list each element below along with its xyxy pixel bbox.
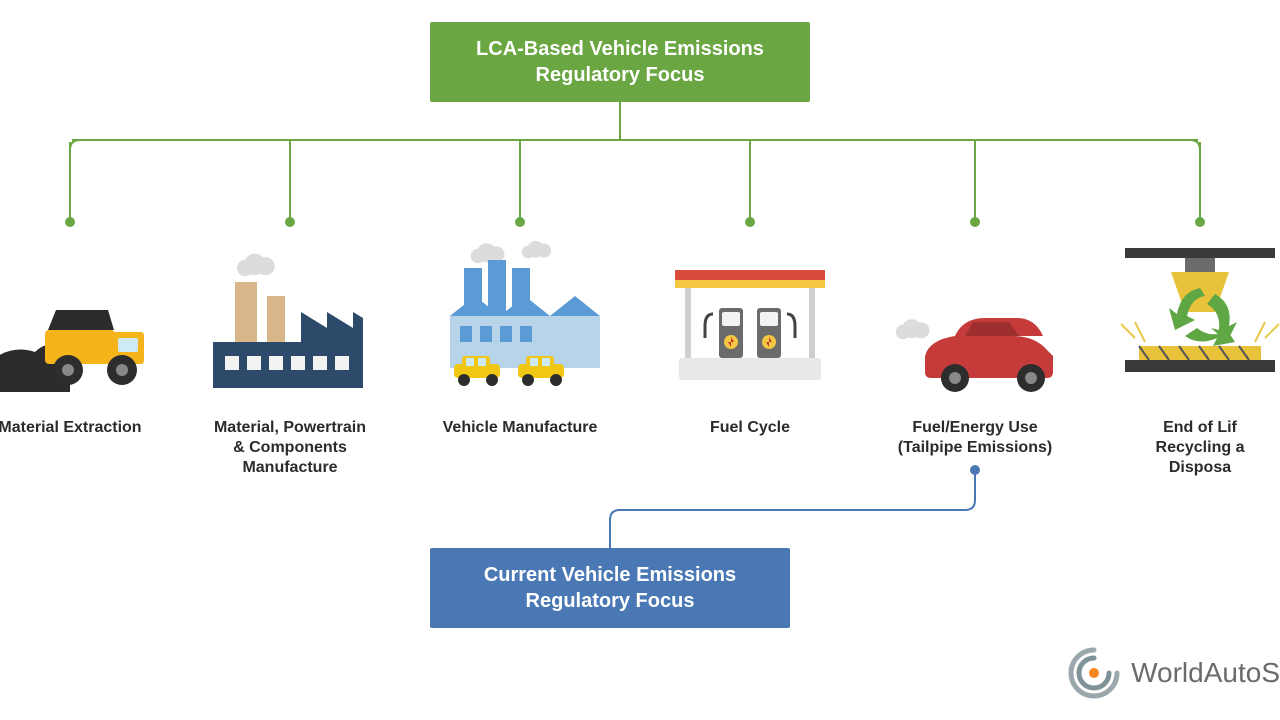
material-extraction-icon — [0, 252, 150, 392]
lca-focus-title-box: LCA-Based Vehicle Emissions Regulatory F… — [430, 22, 810, 102]
components-manufacture-icon — [205, 248, 375, 393]
current-title-line1: Current Vehicle Emissions — [458, 562, 762, 588]
fuel-energy-use-label: Fuel/Energy Use (Tailpipe Emissions) — [865, 418, 1085, 458]
vehicle-manufacture-label: Vehicle Manufacture — [410, 418, 630, 438]
lca-title-line1: LCA-Based Vehicle Emissions — [458, 36, 782, 62]
fuel-cycle-label: Fuel Cycle — [640, 418, 860, 438]
end-of-life-icon — [1115, 242, 1280, 392]
current-title-line2: Regulatory Focus — [458, 588, 762, 614]
material-extraction-label: Material Extraction — [0, 418, 180, 438]
worldautosteel-logo: WorldAutoS — [1065, 644, 1280, 702]
vehicle-manufacture-icon — [430, 240, 610, 390]
components-manufacture-label: Material, Powertrain & Components Manufa… — [180, 418, 400, 478]
end-of-life-label: End of Lif Recycling a Disposa — [1090, 418, 1280, 478]
fuel-cycle-icon — [665, 246, 835, 391]
fuel-energy-use-icon — [885, 300, 1065, 392]
current-focus-title-box: Current Vehicle Emissions Regulatory Foc… — [430, 548, 790, 628]
logo-swirl-icon — [1065, 644, 1123, 702]
lca-title-line2: Regulatory Focus — [458, 62, 782, 88]
logo-text: WorldAutoS — [1131, 657, 1280, 689]
